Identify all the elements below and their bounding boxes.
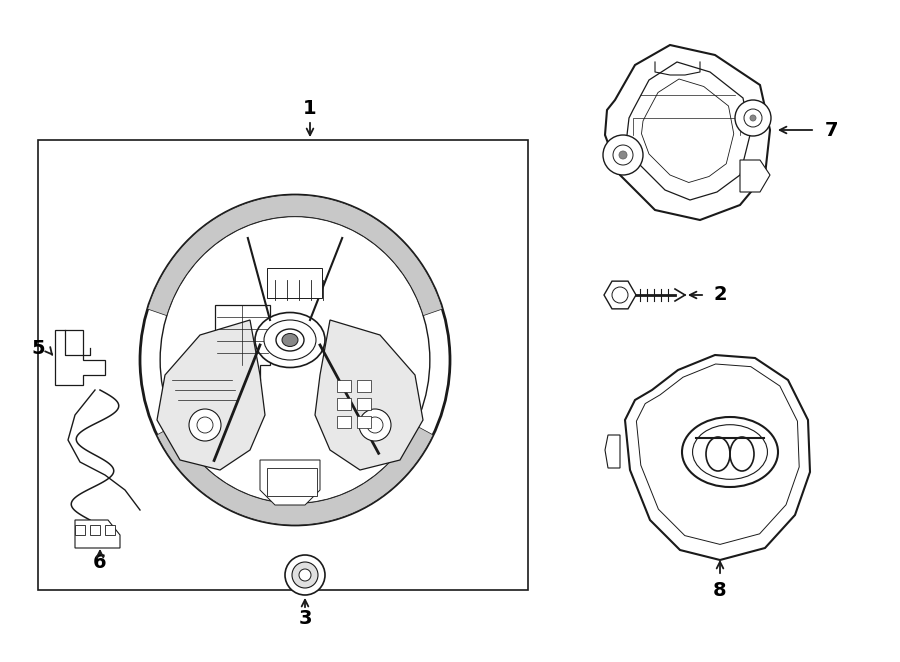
Circle shape: [619, 151, 627, 159]
Circle shape: [612, 287, 628, 303]
Bar: [75, 525, 85, 535]
Circle shape: [189, 409, 221, 441]
Text: 1: 1: [303, 99, 317, 117]
Circle shape: [603, 135, 643, 175]
Circle shape: [750, 115, 756, 121]
Bar: [337, 380, 351, 392]
Text: 5: 5: [32, 338, 45, 357]
Text: 3: 3: [298, 608, 311, 628]
Bar: [267, 268, 322, 298]
Polygon shape: [605, 45, 770, 220]
Circle shape: [359, 409, 391, 441]
Circle shape: [292, 562, 318, 588]
Bar: [267, 468, 317, 496]
Bar: [90, 525, 100, 535]
Polygon shape: [625, 355, 810, 560]
Bar: [357, 416, 371, 428]
Bar: [105, 525, 115, 535]
Polygon shape: [315, 320, 423, 470]
Circle shape: [197, 417, 213, 433]
Circle shape: [744, 109, 762, 127]
Polygon shape: [604, 281, 636, 309]
Polygon shape: [605, 435, 620, 468]
Circle shape: [285, 555, 325, 595]
Ellipse shape: [282, 334, 298, 346]
Text: 4: 4: [243, 269, 256, 287]
Polygon shape: [157, 320, 265, 470]
Bar: [357, 398, 371, 410]
Text: 2: 2: [713, 285, 727, 305]
Ellipse shape: [693, 425, 768, 479]
Bar: [270, 325, 285, 345]
Polygon shape: [148, 195, 443, 316]
Polygon shape: [260, 460, 320, 505]
Bar: [337, 398, 351, 410]
Bar: [38, 140, 528, 590]
Ellipse shape: [682, 417, 778, 487]
Bar: [337, 416, 351, 428]
Circle shape: [367, 417, 383, 433]
Text: 8: 8: [713, 581, 727, 600]
Polygon shape: [75, 520, 120, 548]
Polygon shape: [157, 425, 433, 525]
Circle shape: [299, 569, 311, 581]
Polygon shape: [55, 330, 105, 385]
Circle shape: [735, 100, 771, 136]
Polygon shape: [740, 160, 770, 192]
Ellipse shape: [255, 312, 325, 367]
Ellipse shape: [140, 195, 450, 525]
Text: 6: 6: [94, 553, 107, 571]
Ellipse shape: [160, 216, 430, 504]
Bar: [357, 380, 371, 392]
Text: 7: 7: [825, 120, 839, 140]
Circle shape: [613, 145, 633, 165]
Ellipse shape: [264, 320, 316, 360]
Polygon shape: [215, 305, 270, 380]
Ellipse shape: [276, 329, 304, 351]
